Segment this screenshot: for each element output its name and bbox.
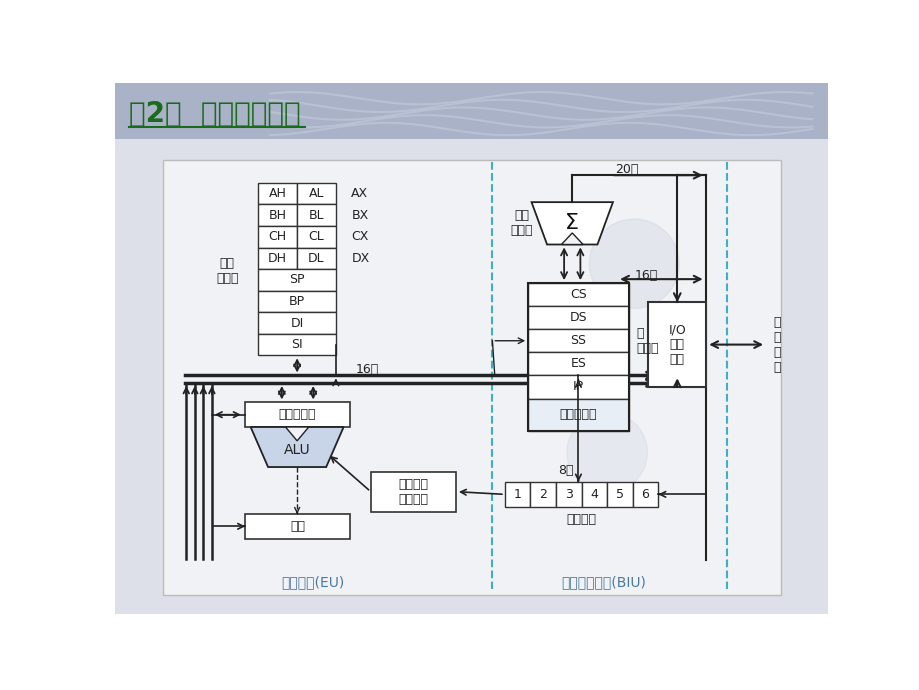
FancyBboxPatch shape <box>528 375 629 399</box>
Text: AX: AX <box>351 187 369 200</box>
FancyBboxPatch shape <box>505 482 530 507</box>
FancyBboxPatch shape <box>163 160 780 595</box>
FancyBboxPatch shape <box>245 514 349 539</box>
Text: DS: DS <box>569 311 586 324</box>
FancyBboxPatch shape <box>258 204 297 226</box>
FancyBboxPatch shape <box>530 482 555 507</box>
Text: 地址
加法器: 地址 加法器 <box>510 209 532 237</box>
Text: 运算寄存器: 运算寄存器 <box>278 408 316 421</box>
FancyBboxPatch shape <box>258 248 297 269</box>
Text: 3: 3 <box>564 488 572 501</box>
FancyBboxPatch shape <box>648 302 706 387</box>
FancyBboxPatch shape <box>528 399 629 431</box>
Text: 1: 1 <box>513 488 521 501</box>
Text: 执行部件(EU): 执行部件(EU) <box>280 575 344 589</box>
Text: AH: AH <box>268 187 287 200</box>
FancyBboxPatch shape <box>297 183 335 204</box>
FancyBboxPatch shape <box>607 482 632 507</box>
Text: 6: 6 <box>641 488 649 501</box>
Text: 5: 5 <box>615 488 623 501</box>
Circle shape <box>566 413 647 493</box>
Text: 内部寄存器: 内部寄存器 <box>559 408 596 421</box>
FancyBboxPatch shape <box>258 290 335 313</box>
FancyBboxPatch shape <box>258 334 335 355</box>
Text: SP: SP <box>289 273 304 286</box>
Text: 标志: 标志 <box>289 520 305 533</box>
Text: 16位: 16位 <box>633 269 657 282</box>
Text: ES: ES <box>570 357 585 371</box>
FancyBboxPatch shape <box>555 482 581 507</box>
Polygon shape <box>531 202 612 244</box>
Text: 段
寄存器: 段 寄存器 <box>636 327 658 355</box>
FancyBboxPatch shape <box>115 83 827 139</box>
Text: CH: CH <box>268 230 287 244</box>
FancyBboxPatch shape <box>581 482 607 507</box>
Text: 8位: 8位 <box>558 464 573 477</box>
Polygon shape <box>285 427 309 441</box>
FancyBboxPatch shape <box>115 139 827 614</box>
FancyBboxPatch shape <box>297 248 335 269</box>
Polygon shape <box>561 233 583 244</box>
Text: 4: 4 <box>590 488 597 501</box>
Text: 总线接口部件(BIU): 总线接口部件(BIU) <box>561 575 645 589</box>
Text: SI: SI <box>291 338 302 351</box>
Text: BL: BL <box>309 209 324 221</box>
Text: DH: DH <box>268 252 287 265</box>
Text: 指令队列: 指令队列 <box>566 513 596 526</box>
Text: 2: 2 <box>539 488 547 501</box>
Text: SS: SS <box>570 334 585 347</box>
Text: 外
部
设
备: 外 部 设 备 <box>773 315 780 373</box>
Text: CX: CX <box>351 230 369 244</box>
Polygon shape <box>250 427 344 467</box>
Text: 20位: 20位 <box>614 164 638 177</box>
Text: CL: CL <box>308 230 324 244</box>
FancyBboxPatch shape <box>258 313 335 334</box>
FancyBboxPatch shape <box>528 329 629 353</box>
Text: CS: CS <box>570 288 586 301</box>
FancyBboxPatch shape <box>245 402 349 427</box>
FancyBboxPatch shape <box>297 226 335 248</box>
Text: 执行部件
控制电路: 执行部件 控制电路 <box>398 477 428 506</box>
FancyBboxPatch shape <box>632 482 658 507</box>
Text: 16位: 16位 <box>355 363 378 376</box>
Text: DX: DX <box>351 252 369 265</box>
Text: Σ: Σ <box>564 213 579 233</box>
Text: DL: DL <box>308 252 324 265</box>
Text: DI: DI <box>290 317 303 330</box>
FancyBboxPatch shape <box>528 353 629 375</box>
FancyBboxPatch shape <box>370 472 456 512</box>
FancyBboxPatch shape <box>258 269 335 290</box>
FancyBboxPatch shape <box>258 183 297 204</box>
FancyBboxPatch shape <box>297 204 335 226</box>
FancyBboxPatch shape <box>528 283 629 306</box>
Text: BH: BH <box>268 209 287 221</box>
Text: 通用
寄存器: 通用 寄存器 <box>216 257 238 285</box>
Text: 第2章  微处理器结构: 第2章 微处理器结构 <box>129 99 301 128</box>
Text: IP: IP <box>573 380 584 393</box>
Text: BX: BX <box>351 209 369 221</box>
Text: BP: BP <box>289 295 305 308</box>
Text: I/O
控制
电路: I/O 控制 电路 <box>668 323 686 366</box>
Circle shape <box>589 219 678 308</box>
FancyBboxPatch shape <box>258 226 297 248</box>
FancyBboxPatch shape <box>528 306 629 329</box>
Text: ALU: ALU <box>283 443 310 457</box>
Text: AL: AL <box>309 187 323 200</box>
